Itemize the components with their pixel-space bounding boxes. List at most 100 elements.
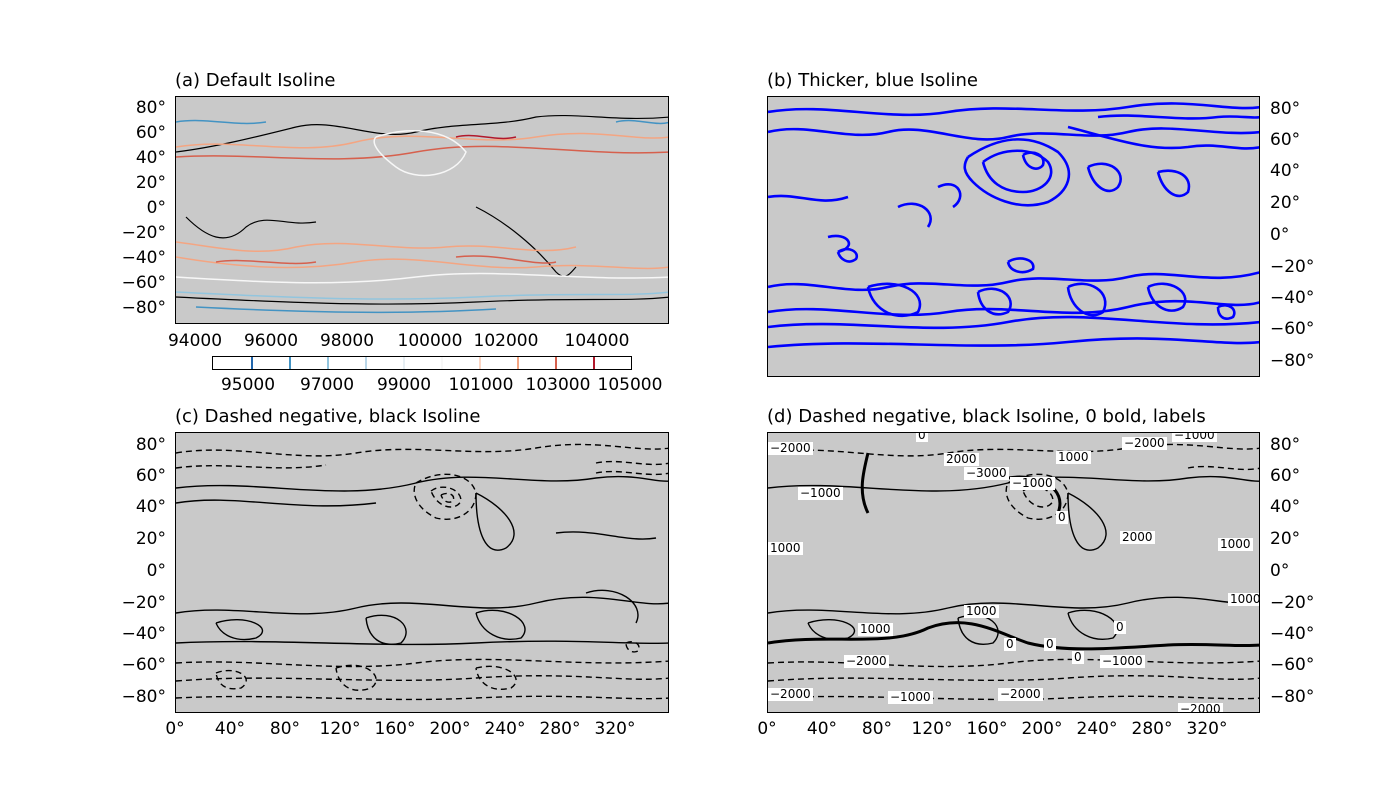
panel-d-isolines [768,443,1259,701]
panel-d-lat-tick: −20° [1270,593,1315,613]
panel-c-lon-tick: 200° [429,719,471,739]
contour-label: 1000 [1218,537,1253,552]
panel-d-lon-tick: 80° [861,719,893,739]
panel-d-lat-tick: −60° [1270,655,1315,675]
contour-label: −2000 [998,687,1043,702]
contour-label: 0 [1056,510,1068,525]
colorbar-level-line [403,357,405,369]
contour-label: −1000 [1100,654,1145,669]
panel-b-lat-tick: −20° [1270,257,1315,277]
panel-b-lat-tick: 0° [1270,225,1290,245]
colorbar-top-label: 94000 [167,331,223,351]
contour-label: −1000 [1172,433,1217,443]
panel-b-lat-tick: −60° [1270,319,1315,339]
contour-label: −2000 [1178,702,1223,712]
panel-d-lon-tick: 120° [911,719,953,739]
panel-d-lat-tick: −80° [1270,687,1315,707]
colorbar-bottom-label: 95000 [220,375,276,395]
panel-c-lat-tick: 60° [135,466,166,486]
panel-c-lon-tick: 80° [269,719,301,739]
panel-c-lat-tick: 20° [135,529,166,549]
colorbar-level-line [593,357,595,369]
panel-d-lat-tick: −40° [1270,624,1315,644]
panel-b-map [767,96,1260,377]
panel-b-isolines [768,102,1259,349]
colorbar-top-label: 104000 [564,331,630,351]
panel-c-lat-tick: 0° [146,561,166,581]
panel-c-lon-tick: 280° [539,719,581,739]
panel-b-lat-tick: 40° [1270,161,1301,181]
panel-d-title: (d) Dashed negative, black Isoline, 0 bo… [767,406,1206,427]
colorbar-bottom-label: 99000 [376,375,432,395]
panel-d-lat-tick: 20° [1270,529,1301,549]
colorbar-top-label: 100000 [397,331,463,351]
panel-b-title: (b) Thicker, blue Isoline [767,70,979,91]
contour-label: −2000 [768,687,813,702]
panel-b-lat-tick: 20° [1270,193,1301,213]
contour-label: 0 [916,433,928,443]
contour-label: −1000 [798,486,843,501]
contour-label: 0 [1072,650,1084,665]
panel-b-lat-tick: −80° [1270,351,1315,371]
panel-c-lon-tick: 0° [165,719,185,739]
panel-d-lon-tick: 200° [1021,719,1063,739]
panel-d-lon-tick: 40° [806,719,838,739]
contour-label: 0 [1004,637,1016,652]
panel-c-lon-tick: 160° [374,719,416,739]
panel-c-lat-tick: −20° [121,593,166,613]
contour-label: −1000 [888,690,933,705]
panel-c-lat-tick: 80° [135,435,166,455]
panel-c-lon-tick: 120° [319,719,361,739]
panel-c-isolines [176,443,668,701]
colorbar [212,356,632,370]
colorbar-level-line [365,357,367,369]
panel-d-lat-tick: 40° [1270,497,1301,517]
contour-label: −3000 [964,466,1009,481]
panel-a-title: (a) Default Isoline [175,70,336,91]
panel-d-map: 0 −2000 −1000 2000 −3000 1000 −1000 0 −2… [767,432,1260,713]
colorbar-level-line [555,357,557,369]
contour-label: −1000 [1010,476,1055,491]
contour-label: −2000 [844,654,889,669]
panel-c-map [175,432,669,713]
contour-label: 2000 [1120,530,1155,545]
colorbar-bottom-label: 101000 [448,375,514,395]
panel-d-lat-tick: 60° [1270,466,1301,486]
panel-d-lon-tick: 160° [966,719,1008,739]
contour-label: 1000 [1056,450,1091,465]
panel-c-lat-tick: −80° [121,687,166,707]
panel-b-lat-tick: 60° [1270,130,1301,150]
panel-d-lon-tick: 280° [1131,719,1173,739]
colorbar-level-line [517,357,519,369]
colorbar-level-line [251,357,253,369]
colorbar-top-label: 102000 [473,331,539,351]
panel-d-lat-tick: 80° [1270,435,1301,455]
colorbar-level-line [327,357,329,369]
panel-a-lat-tick: −40° [121,248,166,268]
colorbar-level-line [479,357,481,369]
panel-d-lat-tick: 0° [1270,561,1290,581]
panel-a-lat-tick: −60° [121,273,166,293]
panel-c-lat-tick: −40° [121,624,166,644]
panel-c-lon-tick: 240° [484,719,526,739]
panel-d-lon-tick: 320° [1186,719,1228,739]
contour-label: 0 [1044,637,1056,652]
panel-a-isolines [176,114,668,314]
panel-a-lat-tick: 80° [135,98,166,118]
colorbar-bottom-label: 103000 [525,375,591,395]
panel-a-lat-tick: −80° [121,298,166,318]
colorbar-level-line [441,357,443,369]
panel-a-lat-tick: 20° [135,173,166,193]
colorbar-level-line [289,357,291,369]
colorbar-bottom-label: 105000 [597,375,663,395]
contour-label: −2000 [1122,436,1167,451]
contour-label: 0 [1114,620,1126,635]
contour-label: −2000 [768,441,813,456]
contour-label: 2000 [944,452,979,467]
contour-label: 1000 [1228,592,1259,607]
colorbar-top-label: 96000 [243,331,299,351]
panel-c-title: (c) Dashed negative, black Isoline [175,406,481,427]
panel-c-lat-tick: 40° [135,497,166,517]
panel-b-lat-tick: 80° [1270,99,1301,119]
panel-d-lon-tick: 240° [1076,719,1118,739]
